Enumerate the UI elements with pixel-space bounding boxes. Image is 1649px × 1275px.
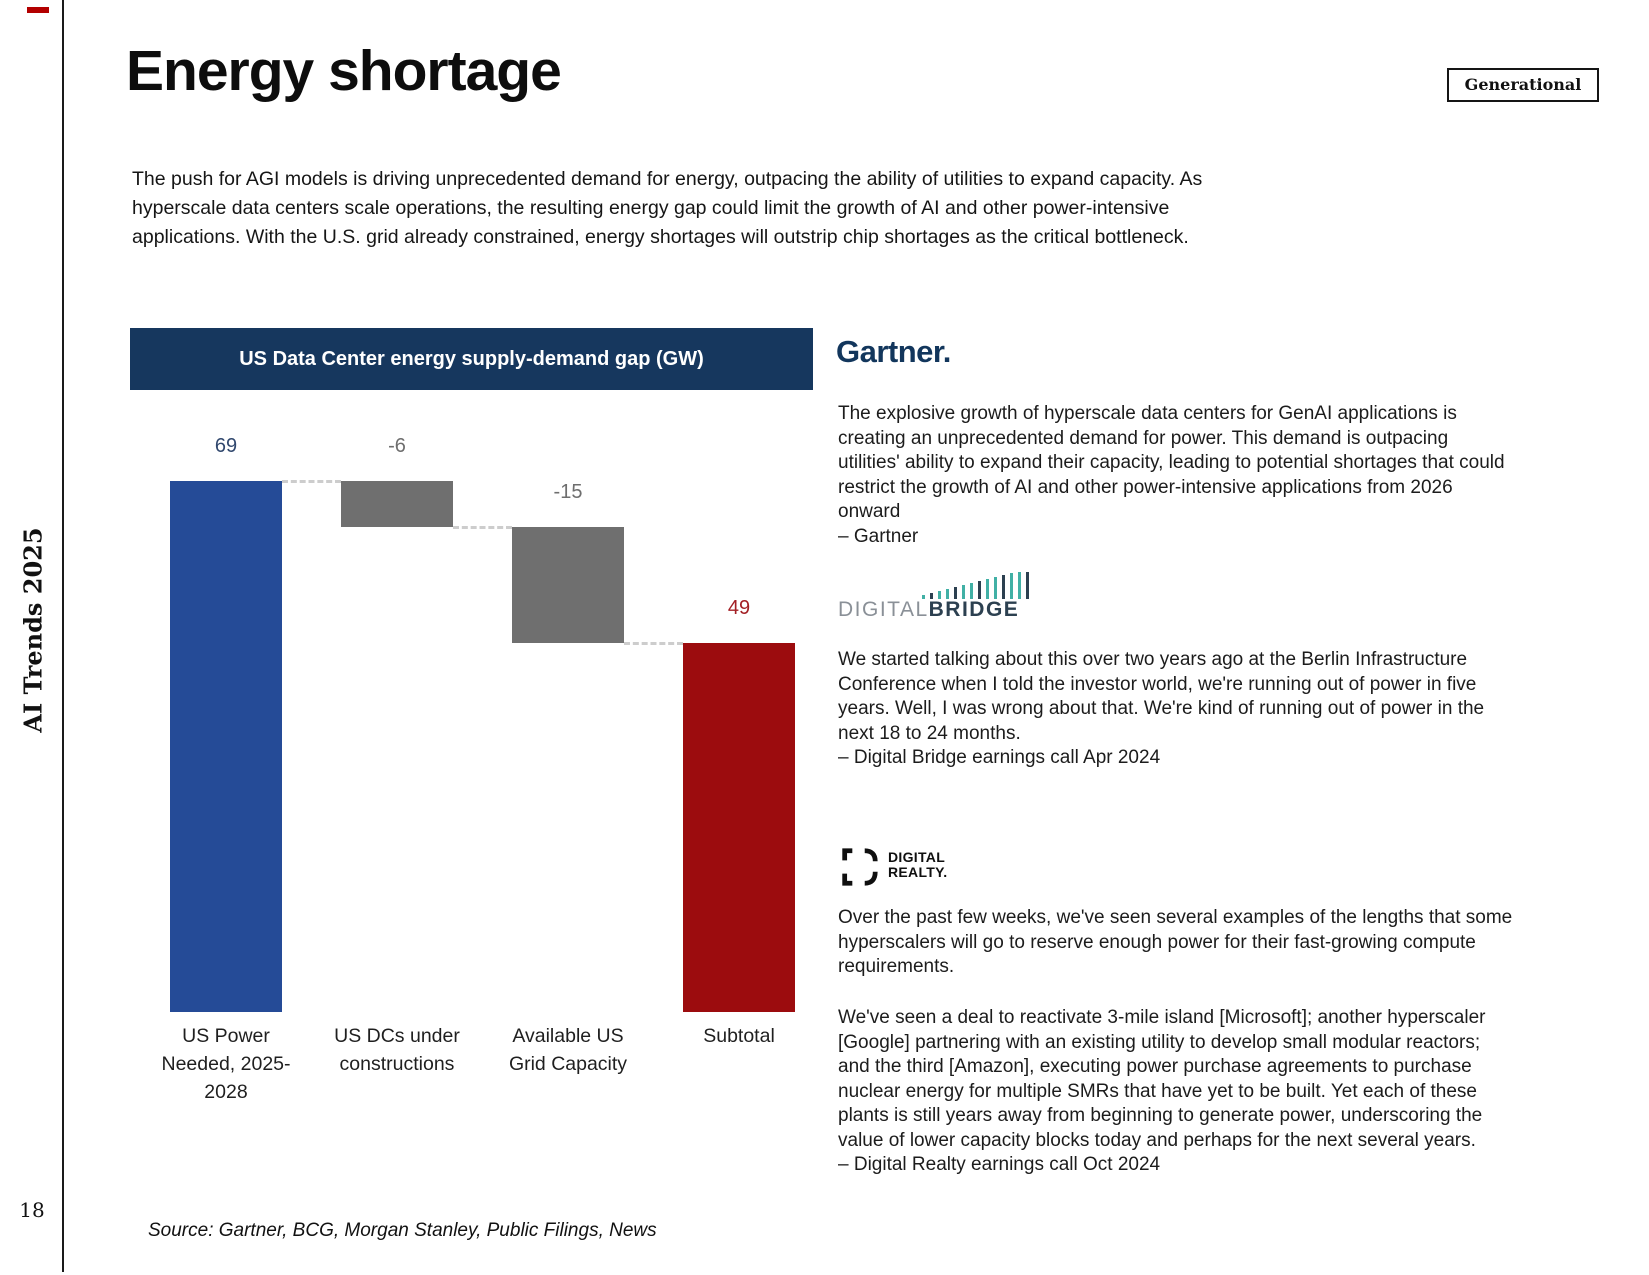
waterfall-bar-1 — [170, 481, 282, 1012]
bar-value-label: -15 — [553, 481, 583, 504]
sidebar-vertical-title: AI Trends 2025 — [18, 527, 48, 733]
digitalbridge-bars-icon — [922, 572, 1029, 599]
digitalbridge-logo: DIGITALBRIDGE — [838, 598, 1019, 622]
bar-value-label: -6 — [388, 435, 406, 457]
digitalbridge-logo-bridge: BRIDGE — [928, 598, 1020, 621]
digital-realty-logo-line2: REALTY. — [888, 864, 948, 880]
chart-title-bar: US Data Center energy supply-demand gap … — [130, 328, 813, 390]
waterfall-connector — [624, 641, 683, 645]
bar-value-label: 49 — [727, 596, 751, 619]
bar-value-label: 69 — [214, 435, 238, 457]
bar-category-label: Available US Grid Capacity — [508, 1025, 628, 1075]
bar-category-label: US Power Needed, 2025- 2028 — [161, 1025, 291, 1103]
gartner-logo: Gartner. — [836, 334, 951, 369]
waterfall-bar-2 — [341, 481, 453, 528]
digital-realty-logo-line1: DIGITAL — [888, 849, 946, 865]
digital-realty-quote-2: We've seen a deal to reactivate 3-mile i… — [838, 1007, 1486, 1175]
waterfall-connector — [453, 526, 512, 530]
waterfall-connector — [282, 480, 341, 483]
digital-realty-logo: DIGITAL REALTY. — [888, 850, 947, 880]
waterfall-bar-4 — [683, 642, 795, 1012]
source-note: Source: Gartner, BCG, Morgan Stanley, Pu… — [148, 1220, 657, 1241]
bar-category-label: US DCs under constructions — [334, 1025, 460, 1075]
accent-dash — [27, 7, 49, 13]
waterfall-plot: 69 US Power Needed, 2025- 2028 -6 US DCs un… — [130, 390, 813, 1103]
gartner-quote: The explosive growth of hyperscale data … — [838, 403, 1505, 547]
page-title: Energy shortage — [126, 39, 562, 103]
digitalbridge-quote: We started talking about this over two y… — [838, 649, 1485, 768]
digital-realty-viewfinder-icon — [842, 848, 878, 886]
intro-paragraph: The push for AGI models is driving unpre… — [132, 168, 1203, 248]
category-badge: Generational — [1447, 68, 1599, 102]
digital-realty-quote-1: Over the past few weeks, we've seen seve… — [838, 907, 1513, 977]
vertical-divider — [62, 0, 64, 1272]
page-number: 18 — [19, 1198, 45, 1222]
bar-category-label: Subtotal — [703, 1025, 775, 1047]
digitalbridge-logo-digital: DIGITAL — [838, 598, 929, 621]
waterfall-bar-3 — [512, 527, 624, 643]
